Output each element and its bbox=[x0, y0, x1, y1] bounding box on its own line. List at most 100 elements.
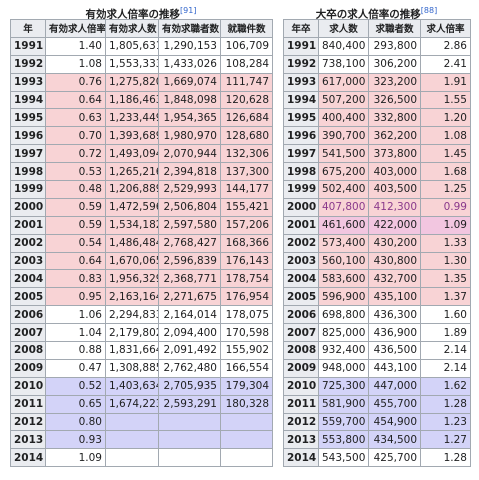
value-cell: 0.63 bbox=[45, 108, 106, 128]
value-cell: 1.30 bbox=[420, 251, 471, 271]
empty-cell bbox=[105, 412, 159, 432]
year-cell: 2007 bbox=[10, 323, 46, 343]
row: 1994 507,200 326,500 1.55 bbox=[283, 90, 471, 110]
row: 2002 0.54 1,486,484 2,768,427 168,366 bbox=[10, 233, 273, 253]
right-table-block: 大卒の求人倍率の推移[88] 年卒 求人数 求職者数 求人倍率 1991 840,400 2… bbox=[283, 2, 471, 468]
header-cell: 求人倍率 bbox=[420, 19, 471, 38]
row: 2000 0.59 1,472,596 2,506,804 155,421 bbox=[10, 197, 273, 217]
year-cell: 1997 bbox=[283, 144, 319, 164]
value-cell: 0.93 bbox=[45, 430, 106, 450]
empty-cell bbox=[158, 430, 221, 450]
citation[interactable]: [88] bbox=[420, 6, 438, 15]
value-cell: 1.45 bbox=[420, 144, 471, 164]
value-cell: 725,300 bbox=[318, 376, 369, 396]
value-cell: 0.54 bbox=[45, 233, 106, 253]
year-cell: 2006 bbox=[283, 305, 319, 325]
value-cell: 1.37 bbox=[420, 287, 471, 307]
value-cell: 323,200 bbox=[368, 72, 421, 92]
header-cell: 有効求人数 bbox=[105, 19, 159, 38]
row: 2013 0.93 bbox=[10, 430, 273, 450]
value-cell: 400,400 bbox=[318, 108, 369, 128]
value-cell: 126,684 bbox=[220, 108, 273, 128]
year-cell: 2010 bbox=[10, 376, 46, 396]
value-cell: 0.72 bbox=[45, 144, 106, 164]
year-cell: 2014 bbox=[283, 448, 319, 468]
row: 2012 559,700 454,900 1.23 bbox=[283, 412, 471, 432]
header-cell: 有効求職者数 bbox=[158, 19, 221, 38]
year-cell: 1997 bbox=[10, 144, 46, 164]
value-cell: 1,486,484 bbox=[105, 233, 159, 253]
value-cell: 0.64 bbox=[45, 90, 106, 110]
value-cell: 132,306 bbox=[220, 144, 273, 164]
row: 2009 948,000 443,100 2.14 bbox=[283, 358, 471, 378]
year-cell: 1998 bbox=[283, 162, 319, 182]
year-cell: 2005 bbox=[283, 287, 319, 307]
value-cell: 430,200 bbox=[368, 233, 421, 253]
year-cell: 1995 bbox=[10, 108, 46, 128]
table: 年有効求人倍率 有効求人数 有効求職者数 就職件数 1991 1.40 1,805,631 1… bbox=[10, 19, 273, 468]
row: 1999 502,400 403,500 1.25 bbox=[283, 180, 471, 199]
year-cell: 2000 bbox=[10, 197, 46, 217]
citation[interactable]: [91] bbox=[180, 6, 197, 15]
value-cell: 461,600 bbox=[318, 215, 369, 235]
value-cell: 166,554 bbox=[220, 358, 273, 378]
value-cell: 2.14 bbox=[420, 358, 471, 378]
value-cell: 373,800 bbox=[368, 144, 421, 164]
value-cell: 155,421 bbox=[220, 197, 273, 217]
value-cell: 168,366 bbox=[220, 233, 273, 253]
row: 2007 1.04 2,179,802 2,094,400 170,598 bbox=[10, 323, 273, 343]
year-cell: 1998 bbox=[10, 162, 46, 182]
value-cell: 2,529,993 bbox=[158, 180, 221, 199]
row: 2003 0.64 1,670,065 2,596,839 176,143 bbox=[10, 251, 273, 271]
value-cell: 0.59 bbox=[45, 215, 106, 235]
row: 2012 0.80 bbox=[10, 412, 273, 432]
row: 2006 698,800 436,300 1.60 bbox=[283, 305, 471, 325]
value-cell: 106,709 bbox=[220, 36, 273, 56]
year-cell: 2003 bbox=[10, 251, 46, 271]
year-cell: 2012 bbox=[10, 412, 46, 432]
value-cell: 176,954 bbox=[220, 287, 273, 307]
year-cell: 2005 bbox=[10, 287, 46, 307]
value-cell: 1,956,329 bbox=[105, 269, 159, 289]
value-cell: 434,500 bbox=[368, 430, 421, 450]
value-cell: 583,600 bbox=[318, 269, 369, 289]
value-cell: 454,900 bbox=[368, 412, 421, 432]
value-cell: 0.99 bbox=[420, 197, 471, 217]
value-cell: 559,700 bbox=[318, 412, 369, 432]
year-cell: 1991 bbox=[283, 36, 319, 56]
value-cell: 2,179,802 bbox=[105, 323, 159, 343]
year-cell: 1996 bbox=[10, 126, 46, 146]
value-cell: 436,900 bbox=[368, 323, 421, 343]
header-cell: 求人数 bbox=[318, 19, 369, 38]
year-cell: 2007 bbox=[283, 323, 319, 343]
value-cell: 560,100 bbox=[318, 251, 369, 271]
year-cell: 1996 bbox=[283, 126, 319, 146]
value-cell: 1.09 bbox=[45, 448, 106, 468]
year-cell: 2004 bbox=[10, 269, 46, 289]
year-cell: 1991 bbox=[10, 36, 46, 56]
value-cell: 306,200 bbox=[368, 54, 421, 74]
value-cell: 0.53 bbox=[45, 162, 106, 182]
table: 年卒 求人数 求職者数 求人倍率 1991 840,400 293,800 2.86 1992 7… bbox=[283, 19, 471, 468]
year-cell: 1994 bbox=[283, 90, 319, 110]
value-cell: 553,800 bbox=[318, 430, 369, 450]
row: 1991 1.40 1,805,631 1,290,153 106,709 bbox=[10, 36, 273, 56]
year-cell: 1999 bbox=[283, 180, 319, 199]
value-cell: 332,800 bbox=[368, 108, 421, 128]
value-cell: 2,597,580 bbox=[158, 215, 221, 235]
row: 2008 0.88 1,831,664 2,091,492 155,902 bbox=[10, 341, 273, 360]
value-cell: 155,902 bbox=[220, 341, 273, 360]
value-cell: 617,000 bbox=[318, 72, 369, 92]
year-cell: 2009 bbox=[283, 358, 319, 378]
year-cell: 2010 bbox=[283, 376, 319, 396]
value-cell: 0.52 bbox=[45, 376, 106, 396]
value-cell: 1,233,449 bbox=[105, 108, 159, 128]
row: 1993 0.76 1,275,820 1,669,074 111,747 bbox=[10, 72, 273, 92]
row: 2010 0.52 1,403,634 2,705,935 179,304 bbox=[10, 376, 273, 396]
value-cell: 1,472,596 bbox=[105, 197, 159, 217]
value-cell: 436,500 bbox=[368, 341, 421, 360]
value-cell: 1.20 bbox=[420, 108, 471, 128]
value-cell: 0.65 bbox=[45, 394, 106, 414]
row: 2008 932,400 436,500 2.14 bbox=[283, 341, 471, 360]
